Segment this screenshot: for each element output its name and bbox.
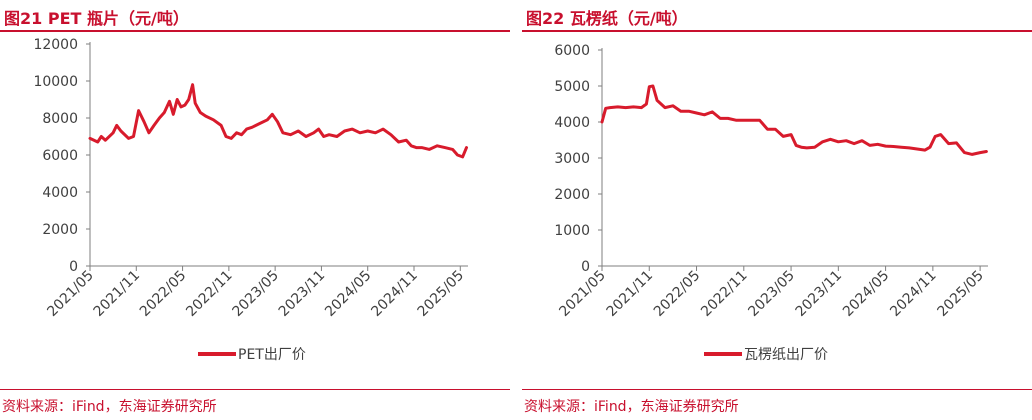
x-tick-label: 2024/11 xyxy=(368,268,420,320)
y-tick-label: 6000 xyxy=(42,148,78,164)
y-tick-label: 8000 xyxy=(42,111,78,127)
figure-title: 图21 PET 瓶片（元/吨） xyxy=(4,9,189,28)
x-tick-label: 2021/11 xyxy=(91,268,143,320)
title-rule xyxy=(0,30,510,32)
y-tick-label: 0 xyxy=(581,259,590,275)
corrugated-paper-price-chart: 01000200030004000500060002021/052021/112… xyxy=(554,43,988,363)
series-line xyxy=(600,84,988,156)
x-tick-label: 2024/05 xyxy=(840,268,892,320)
y-tick-label: 2000 xyxy=(554,187,590,203)
source-rule xyxy=(522,389,1032,390)
x-tick-label: 2021/11 xyxy=(604,268,656,320)
figure-corrugated-paper: 图22 瓦楞纸（元/吨） 0 1000 2000 3000 4000 5000 6000 20… xyxy=(522,0,1032,420)
figure-pet: 图21 PET 瓶片（元/吨） 0 2000 4000 6000 8000 10000 12… xyxy=(0,0,510,420)
legend-label: PET出厂价 xyxy=(238,347,306,363)
x-tick-label: 2021/05 xyxy=(44,268,96,320)
source-rule xyxy=(0,389,510,390)
figure-source: 资料来源：iFind，东海证券研究所 xyxy=(524,399,739,415)
y-tick-label: 6000 xyxy=(554,43,590,59)
title-rule xyxy=(522,30,1032,32)
y-tick-label: 1000 xyxy=(554,223,590,239)
y-tick-label: 10000 xyxy=(33,74,78,90)
y-tick-label: 4000 xyxy=(42,185,78,201)
y-tick-label: 12000 xyxy=(33,37,78,53)
y-tick-label: 2000 xyxy=(42,222,78,238)
x-tick-label: 2023/11 xyxy=(793,268,845,320)
series-line xyxy=(88,83,468,159)
x-tick-label: 2023/11 xyxy=(276,268,328,320)
pet-price-chart: 0 2000 4000 6000 8000 10000 12000 2021/052021/1… xyxy=(33,37,468,363)
y-tick-label: 4000 xyxy=(554,115,590,131)
x-tick-label: 2024/05 xyxy=(322,268,374,320)
y-tick-label: 3000 xyxy=(554,151,590,167)
y-tick-label: 5000 xyxy=(554,79,590,95)
x-tick-label: 2023/05 xyxy=(745,268,797,320)
x-tick-label: 2021/05 xyxy=(556,268,608,320)
x-tick-label: 2022/11 xyxy=(183,268,235,320)
x-tick-label: 2022/05 xyxy=(651,268,703,320)
y-tick-label: 0 xyxy=(69,259,78,275)
x-tick-label: 2025/05 xyxy=(415,268,467,320)
figure-title: 图22 瓦楞纸（元/吨） xyxy=(526,9,688,28)
x-tick-label: 2024/11 xyxy=(887,268,939,320)
x-tick-label: 2023/05 xyxy=(230,268,282,320)
figure-source: 资料来源：iFind，东海证券研究所 xyxy=(2,399,217,415)
x-tick-label: 2022/05 xyxy=(137,268,189,320)
legend-label: 瓦楞纸出厂价 xyxy=(744,347,828,363)
x-tick-label: 2022/11 xyxy=(698,268,750,320)
x-tick-label: 2025/05 xyxy=(935,268,987,320)
